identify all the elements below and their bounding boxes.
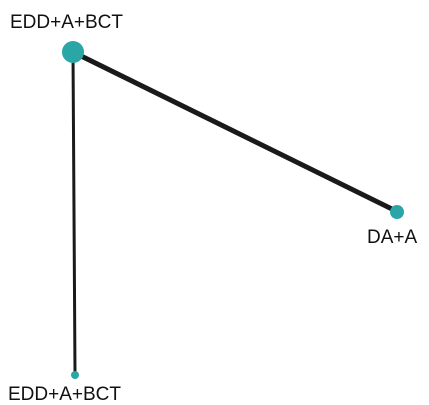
node-label-right: DA+A bbox=[367, 227, 417, 248]
node-label-top: EDD+A+BCT bbox=[10, 12, 123, 33]
node-top bbox=[62, 41, 84, 63]
edge-top-to-bottom bbox=[71, 50, 77, 375]
node-right bbox=[390, 205, 404, 219]
node-bottom bbox=[71, 371, 79, 379]
node-label-bottom: EDD+A+BCT bbox=[8, 384, 121, 405]
edge-top-to-right bbox=[70, 49, 401, 215]
